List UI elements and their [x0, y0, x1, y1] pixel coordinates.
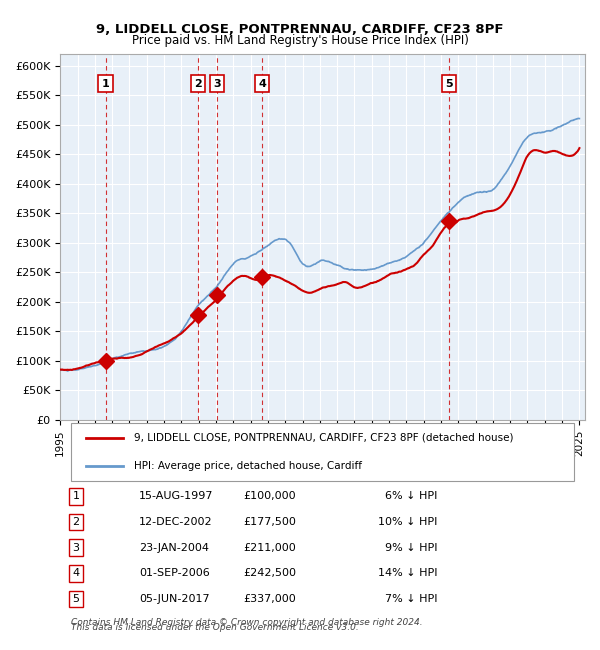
Text: £337,000: £337,000	[244, 594, 296, 604]
Text: 15-AUG-1997: 15-AUG-1997	[139, 491, 214, 501]
FancyBboxPatch shape	[71, 423, 574, 481]
Text: 14% ↓ HPI: 14% ↓ HPI	[378, 568, 438, 578]
Text: £242,500: £242,500	[243, 568, 296, 578]
Text: 3: 3	[73, 543, 79, 552]
Text: 2: 2	[73, 517, 80, 527]
Text: 5: 5	[445, 79, 453, 88]
Text: 3: 3	[213, 79, 221, 88]
Text: 05-JUN-2017: 05-JUN-2017	[139, 594, 209, 604]
Text: 7% ↓ HPI: 7% ↓ HPI	[385, 594, 438, 604]
Text: 6% ↓ HPI: 6% ↓ HPI	[385, 491, 438, 501]
Text: 12-DEC-2002: 12-DEC-2002	[139, 517, 212, 527]
Text: 4: 4	[258, 79, 266, 88]
Text: Contains HM Land Registry data © Crown copyright and database right 2024.: Contains HM Land Registry data © Crown c…	[71, 618, 422, 627]
Text: 9% ↓ HPI: 9% ↓ HPI	[385, 543, 438, 552]
Text: Price paid vs. HM Land Registry's House Price Index (HPI): Price paid vs. HM Land Registry's House …	[131, 34, 469, 47]
Text: £211,000: £211,000	[244, 543, 296, 552]
Text: 5: 5	[73, 594, 79, 604]
Text: 01-SEP-2006: 01-SEP-2006	[139, 568, 209, 578]
Text: 9, LIDDELL CLOSE, PONTPRENNAU, CARDIFF, CF23 8PF: 9, LIDDELL CLOSE, PONTPRENNAU, CARDIFF, …	[96, 23, 504, 36]
Text: 1: 1	[102, 79, 110, 88]
Text: This data is licensed under the Open Government Licence v3.0.: This data is licensed under the Open Gov…	[71, 623, 358, 632]
Text: 10% ↓ HPI: 10% ↓ HPI	[379, 517, 438, 527]
Text: HPI: Average price, detached house, Cardiff: HPI: Average price, detached house, Card…	[134, 462, 362, 471]
Text: £177,500: £177,500	[244, 517, 296, 527]
Text: 2: 2	[194, 79, 202, 88]
Text: 1: 1	[73, 491, 79, 501]
Text: 23-JAN-2004: 23-JAN-2004	[139, 543, 209, 552]
Text: 4: 4	[73, 568, 80, 578]
Text: 9, LIDDELL CLOSE, PONTPRENNAU, CARDIFF, CF23 8PF (detached house): 9, LIDDELL CLOSE, PONTPRENNAU, CARDIFF, …	[134, 433, 513, 443]
Text: £100,000: £100,000	[244, 491, 296, 501]
